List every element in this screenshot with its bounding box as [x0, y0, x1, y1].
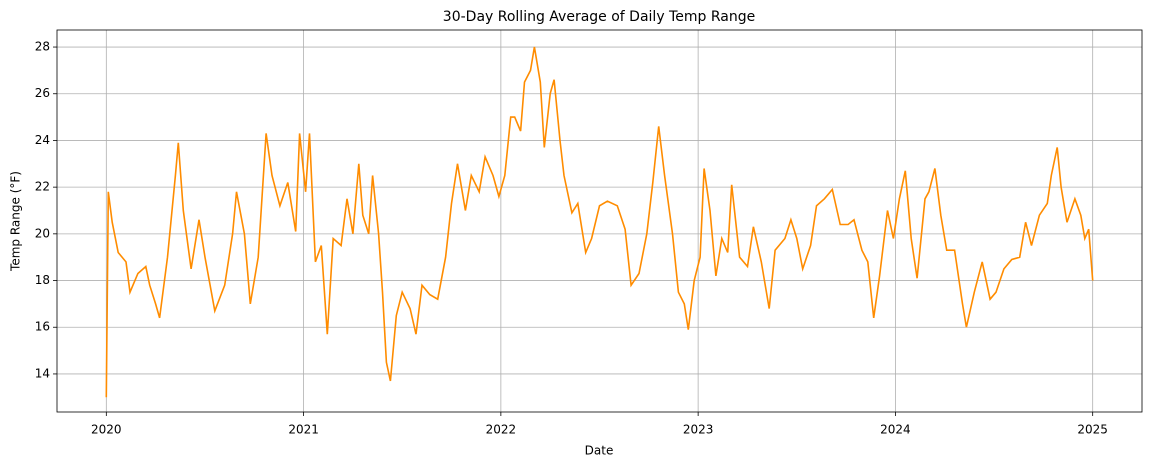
y-axis-label: Temp Range (°F) — [9, 171, 23, 272]
y-tick-label: 28 — [35, 40, 50, 54]
y-tick-label: 16 — [35, 320, 50, 334]
x-tick-label: 2020 — [91, 423, 122, 437]
y-tick-label: 14 — [35, 366, 50, 380]
x-tick-label: 2024 — [880, 423, 911, 437]
x-tick-label: 2025 — [1077, 423, 1108, 437]
y-tick-label: 18 — [35, 273, 50, 287]
data-line — [105, 46, 1094, 398]
y-tick-label: 22 — [35, 180, 50, 194]
plot-frame — [56, 29, 1143, 413]
x-axis-label: Date — [585, 444, 614, 458]
x-tick-label: 2023 — [683, 423, 714, 437]
x-tick-label: 2021 — [288, 423, 319, 437]
x-tick-label: 2022 — [486, 423, 517, 437]
y-tick-label: 24 — [35, 133, 50, 147]
chart-title: 30-Day Rolling Average of Daily Temp Ran… — [443, 9, 755, 25]
y-tick-label: 20 — [35, 226, 50, 240]
y-tick-label: 26 — [35, 86, 50, 100]
